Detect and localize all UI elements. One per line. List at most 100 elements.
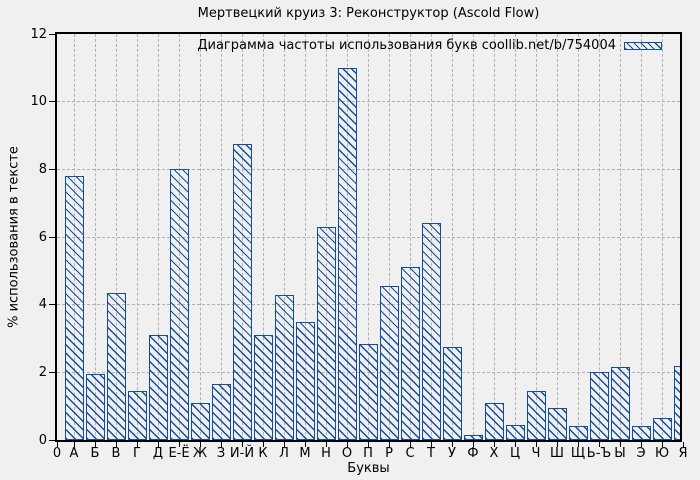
x-tick-mark — [451, 442, 453, 447]
x-tick-mark — [640, 442, 642, 447]
bar-А — [64, 176, 84, 440]
bar-Т — [421, 223, 441, 440]
x-tick-label: Х — [489, 446, 499, 461]
x-tick-mark — [430, 442, 432, 447]
bar-М — [295, 322, 315, 440]
x-tick-label: Т — [427, 446, 435, 461]
x-tick-label: И-Й — [229, 446, 255, 461]
x-tick-label: Б — [90, 446, 100, 461]
legend-swatch-icon — [624, 41, 662, 50]
x-tick-mark — [220, 442, 222, 447]
bar-Н — [316, 227, 336, 440]
bar-Ш — [547, 408, 567, 440]
y-tick-label: 6 — [38, 229, 47, 245]
bar-С — [400, 267, 420, 440]
x-tick-label: Ч — [531, 446, 541, 461]
legend-label: Диаграмма частоты использования букв coo… — [197, 38, 616, 53]
x-tick-label: С — [405, 446, 415, 461]
x-tick-label: К — [258, 446, 268, 461]
x-tick-mark — [199, 442, 201, 447]
y-tick-label: 0 — [38, 432, 47, 448]
x-tick-mark — [472, 442, 474, 447]
x-tick-mark — [514, 442, 516, 447]
bar-З — [211, 384, 231, 440]
bar-Л — [274, 295, 294, 440]
x-tick-label: Л — [279, 446, 289, 461]
h-gridline — [57, 304, 680, 306]
x-tick-mark — [367, 442, 369, 447]
y-tick-mark — [49, 371, 55, 373]
x-tick-mark — [598, 442, 600, 447]
x-tick-label: Ю — [654, 446, 670, 461]
x-tick-mark — [241, 442, 243, 447]
bar-Я — [673, 366, 680, 440]
bar-Е-Ё — [169, 169, 189, 440]
h-gridline — [57, 101, 680, 103]
x-tick-label: У — [448, 446, 456, 461]
h-gridline — [57, 236, 680, 238]
bar-Ф — [463, 435, 483, 440]
x-tick-mark — [283, 442, 285, 447]
y-tick-label: 4 — [38, 297, 47, 313]
chart-title: Мертвецкий круиз 3: Реконструктор (Ascol… — [197, 6, 540, 21]
x-tick-label: Е-Ё — [168, 446, 190, 461]
bar-Ц — [505, 425, 525, 440]
x-tick-label: Ц — [509, 446, 521, 461]
x-tick-mark — [73, 442, 75, 447]
x-tick-mark — [346, 442, 348, 447]
x-tick-mark — [388, 442, 390, 447]
bar-В — [106, 293, 126, 440]
y-tick-mark — [49, 33, 55, 35]
bar-Д — [148, 335, 168, 440]
x-tick-mark — [178, 442, 180, 447]
x-tick-mark — [262, 442, 264, 447]
x-tick-label: Ь-Ъ — [586, 446, 612, 461]
bar-Ю — [652, 418, 672, 440]
plot-area: Диаграмма частоты использования букв coo… — [55, 32, 682, 442]
bar-У — [442, 347, 462, 440]
x-tick-mark — [535, 442, 537, 447]
x-tick-mark — [304, 442, 306, 447]
y-tick-label: 10 — [30, 94, 47, 110]
x-tick-label: Ы — [614, 446, 626, 461]
x-tick-label: О — [341, 446, 353, 461]
bar-Б — [85, 374, 105, 440]
x-tick-label: Г — [133, 446, 141, 461]
x-tick-mark — [157, 442, 159, 447]
x-tick-label-origin: 0 — [52, 446, 62, 461]
x-tick-mark — [661, 442, 663, 447]
bar-Р — [379, 286, 399, 440]
x-tick-mark — [577, 442, 579, 447]
y-tick-label: 12 — [30, 26, 47, 42]
x-tick-label: Ф — [467, 446, 479, 461]
x-tick-label: Ш — [550, 446, 564, 461]
x-tick-label: З — [216, 446, 226, 461]
y-tick-label: 2 — [38, 364, 47, 380]
bar-О — [337, 68, 357, 440]
x-tick-label: Э — [636, 446, 646, 461]
x-tick-label: М — [299, 446, 311, 461]
x-tick-mark — [94, 442, 96, 447]
bar-Г — [127, 391, 147, 440]
x-tick-mark — [556, 442, 558, 447]
bar-К — [253, 335, 273, 440]
bar-Ы — [610, 367, 630, 440]
x-tick-label: Щ — [570, 446, 586, 461]
x-tick-label: Р — [385, 446, 393, 461]
bar-Х — [484, 403, 504, 440]
y-tick-label: 8 — [38, 161, 47, 177]
x-tick-mark — [136, 442, 138, 447]
h-gridline — [57, 168, 680, 170]
x-tick-label: Ж — [192, 446, 208, 461]
x-tick-label: Н — [321, 446, 331, 461]
x-tick-mark — [682, 442, 684, 447]
y-tick-mark — [49, 236, 55, 238]
bar-Э — [631, 426, 651, 440]
y-tick-mark — [49, 168, 55, 170]
x-tick-label: В — [111, 446, 121, 461]
y-tick-mark — [49, 439, 55, 441]
y-tick-mark — [49, 101, 55, 103]
bar-П — [358, 344, 378, 440]
legend: Диаграмма частоты использования букв coo… — [197, 38, 662, 53]
